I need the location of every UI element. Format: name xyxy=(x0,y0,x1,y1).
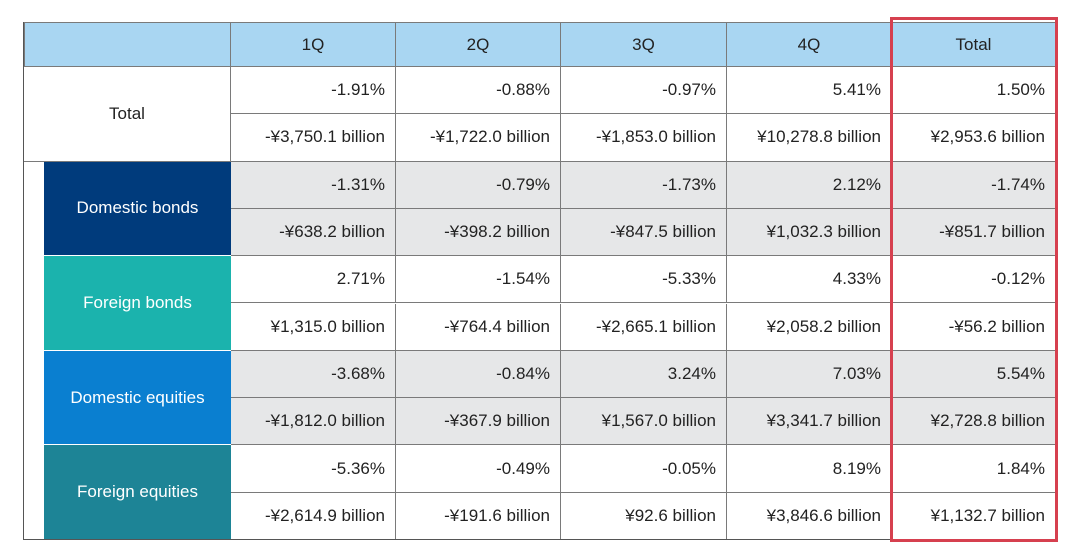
value-cell: ¥10,278.8 billion xyxy=(727,114,892,162)
value-cell: ¥1,315.0 billion xyxy=(231,303,396,351)
highlight-box xyxy=(890,17,1058,542)
column-header: 4Q xyxy=(727,22,892,67)
column-header: 3Q xyxy=(561,22,727,67)
table-bottom-border xyxy=(23,539,1057,540)
row-label: Domestic equities xyxy=(44,350,231,446)
row-label: Foreign bonds xyxy=(44,256,231,351)
value-cell: 2.71% xyxy=(231,256,396,304)
header-corner xyxy=(24,22,231,67)
value-cell: -5.33% xyxy=(561,256,727,304)
value-cell: -¥56.2 billion xyxy=(892,303,1056,351)
value-cell: ¥3,341.7 billion xyxy=(727,398,892,446)
value-cell: ¥2,058.2 billion xyxy=(727,303,892,351)
value-cell: 8.19% xyxy=(727,445,892,493)
value-cell: ¥3,846.6 billion xyxy=(727,492,892,540)
row-label: Domestic bonds xyxy=(44,161,231,257)
value-cell: 5.41% xyxy=(727,67,892,115)
value-cell: -0.12% xyxy=(892,256,1056,304)
value-cell: -5.36% xyxy=(231,445,396,493)
value-cell: -0.49% xyxy=(396,445,561,493)
value-cell: -¥191.6 billion xyxy=(396,492,561,540)
row-label: Foreign equities xyxy=(44,445,231,540)
value-cell: 7.03% xyxy=(727,350,892,399)
value-cell: ¥1,032.3 billion xyxy=(727,208,892,257)
column-header: 1Q xyxy=(231,22,396,67)
value-cell: 1.50% xyxy=(892,67,1056,115)
value-cell: ¥2,728.8 billion xyxy=(892,398,1056,446)
value-cell: -1.91% xyxy=(231,67,396,115)
value-cell: -3.68% xyxy=(231,350,396,399)
value-cell: -¥1,812.0 billion xyxy=(231,398,396,446)
value-cell: -¥2,614.9 billion xyxy=(231,492,396,540)
value-cell: -0.84% xyxy=(396,350,561,399)
value-cell: ¥2,953.6 billion xyxy=(892,114,1056,162)
value-cell: -¥638.2 billion xyxy=(231,208,396,257)
value-cell: -¥847.5 billion xyxy=(561,208,727,257)
value-cell: -¥398.2 billion xyxy=(396,208,561,257)
value-cell: -1.73% xyxy=(561,161,727,209)
value-cell: -1.31% xyxy=(231,161,396,209)
value-cell: -0.97% xyxy=(561,67,727,115)
value-cell: ¥1,132.7 billion xyxy=(892,492,1056,540)
value-cell: ¥92.6 billion xyxy=(561,492,727,540)
value-cell: -1.54% xyxy=(396,256,561,304)
value-cell: 2.12% xyxy=(727,161,892,209)
column-header: 2Q xyxy=(396,22,561,67)
value-cell: -0.88% xyxy=(396,67,561,115)
value-cell: -1.74% xyxy=(892,161,1056,209)
row-label: Total xyxy=(24,67,231,162)
value-cell: 4.33% xyxy=(727,256,892,304)
table-left-border xyxy=(23,22,24,540)
value-cell: -¥1,853.0 billion xyxy=(561,114,727,162)
value-cell: -0.79% xyxy=(396,161,561,209)
value-cell: -¥367.9 billion xyxy=(396,398,561,446)
value-cell: -¥2,665.1 billion xyxy=(561,303,727,351)
value-cell: -¥1,722.0 billion xyxy=(396,114,561,162)
value-cell: -¥764.4 billion xyxy=(396,303,561,351)
value-cell: -0.05% xyxy=(561,445,727,493)
value-cell: 3.24% xyxy=(561,350,727,399)
column-header: Total xyxy=(892,22,1056,67)
value-cell: -¥3,750.1 billion xyxy=(231,114,396,162)
value-cell: ¥1,567.0 billion xyxy=(561,398,727,446)
value-cell: -¥851.7 billion xyxy=(892,208,1056,257)
value-cell: 1.84% xyxy=(892,445,1056,493)
